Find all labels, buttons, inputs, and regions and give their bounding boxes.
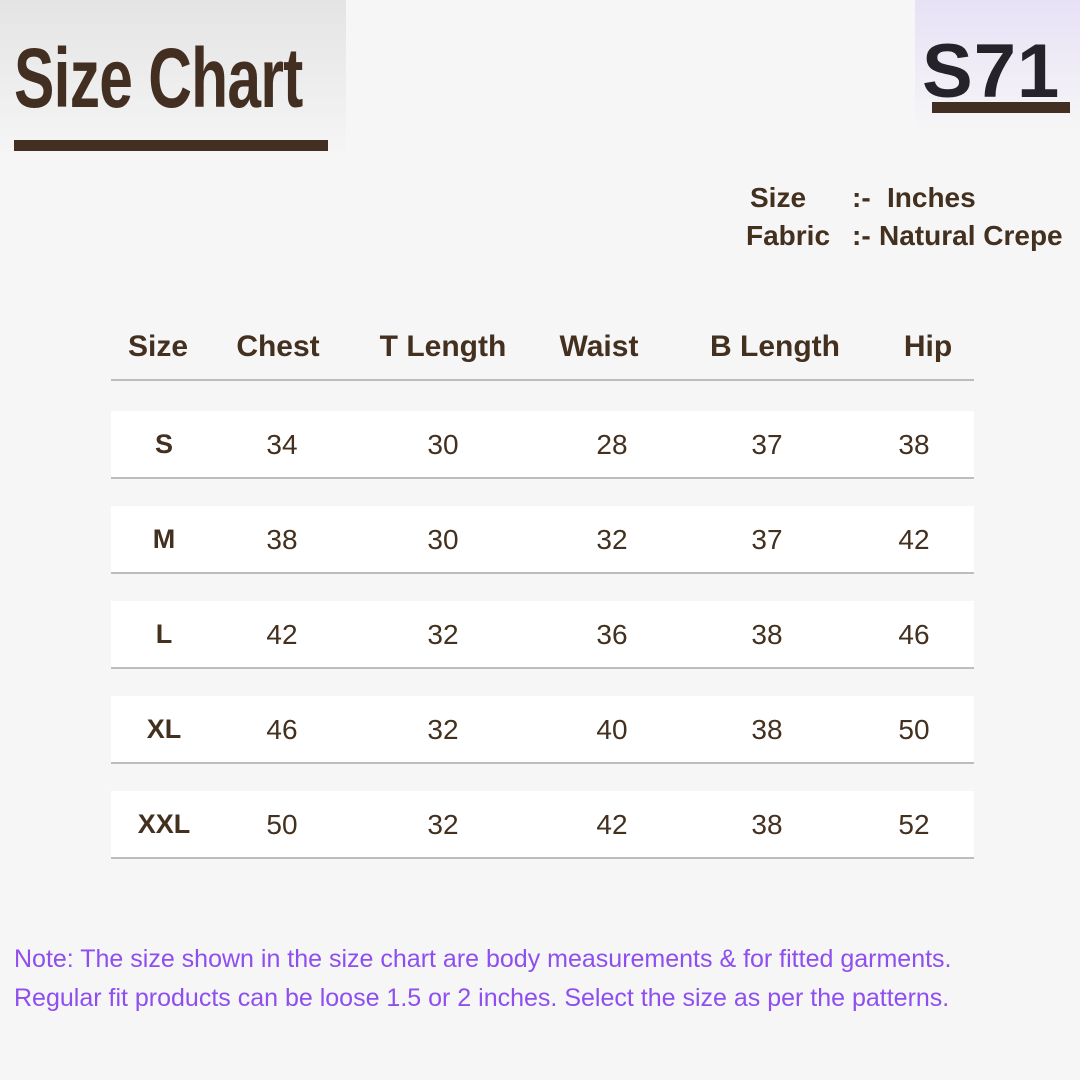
size-cell: S [154, 429, 174, 459]
value-cell: 42 [596, 809, 628, 840]
value-cell: 32 [596, 524, 628, 555]
value-cell: 46 [266, 714, 298, 745]
title-background [0, 0, 346, 160]
size-cell: M [152, 524, 176, 554]
meta-fabric-label: Fabric [746, 220, 831, 251]
value-cell: 38 [898, 429, 930, 460]
value-cell: 50 [266, 809, 298, 840]
title-underline [14, 140, 328, 151]
note: Note: The size shown in the size chart a… [14, 940, 952, 1018]
table-row: L 42 32 36 38 46 [111, 601, 974, 669]
value-cell: 38 [751, 619, 783, 650]
table-row: S 34 30 28 37 38 [111, 411, 974, 479]
column-header: Size [127, 330, 189, 363]
column-header: Chest [236, 330, 320, 363]
value-cell: 30 [427, 429, 459, 460]
value-cell: 38 [751, 809, 783, 840]
product-code: S71 [922, 29, 1061, 114]
value-cell: 28 [596, 429, 628, 460]
meta-fabric-sep: :- [852, 220, 871, 251]
value-cell: 52 [898, 809, 930, 840]
value-cell: 30 [427, 524, 459, 555]
page-title: Size Chart [14, 31, 303, 125]
value-cell: 40 [596, 714, 628, 745]
meta-fabric-value: Natural Crepe [879, 220, 1063, 251]
column-header: T Length [379, 330, 507, 363]
value-cell: 50 [898, 714, 930, 745]
value-cell: 38 [266, 524, 298, 555]
value-cell: 37 [751, 429, 783, 460]
header-divider [111, 379, 974, 381]
value-cell: 37 [751, 524, 783, 555]
value-cell: 36 [596, 619, 628, 650]
value-cell: 42 [266, 619, 298, 650]
value-cell: 38 [751, 714, 783, 745]
code-underline [932, 102, 1070, 113]
column-header: Waist [559, 330, 639, 363]
note-line-1: Note: The size shown in the size chart a… [14, 945, 952, 973]
note-line-2: Regular fit products can be loose 1.5 or… [14, 984, 950, 1012]
value-cell: 32 [427, 619, 459, 650]
value-cell: 32 [427, 809, 459, 840]
column-header: Hip [903, 330, 953, 363]
value-cell: 32 [427, 714, 459, 745]
table-row: XXL 50 32 42 38 52 [111, 791, 974, 859]
size-cell: XL [146, 714, 182, 744]
meta-size-label: Size [750, 182, 807, 213]
table-row: XL 46 32 40 38 50 [111, 696, 974, 764]
value-cell: 46 [898, 619, 930, 650]
meta-size-value: Inches [887, 182, 976, 213]
value-cell: 42 [898, 524, 930, 555]
table-row: M 38 30 32 37 42 [111, 506, 974, 574]
size-cell: XXL [137, 809, 191, 839]
meta-size-sep: :- [852, 182, 871, 213]
column-header: B Length [710, 330, 840, 363]
value-cell: 34 [266, 429, 298, 460]
size-cell: L [155, 619, 173, 649]
